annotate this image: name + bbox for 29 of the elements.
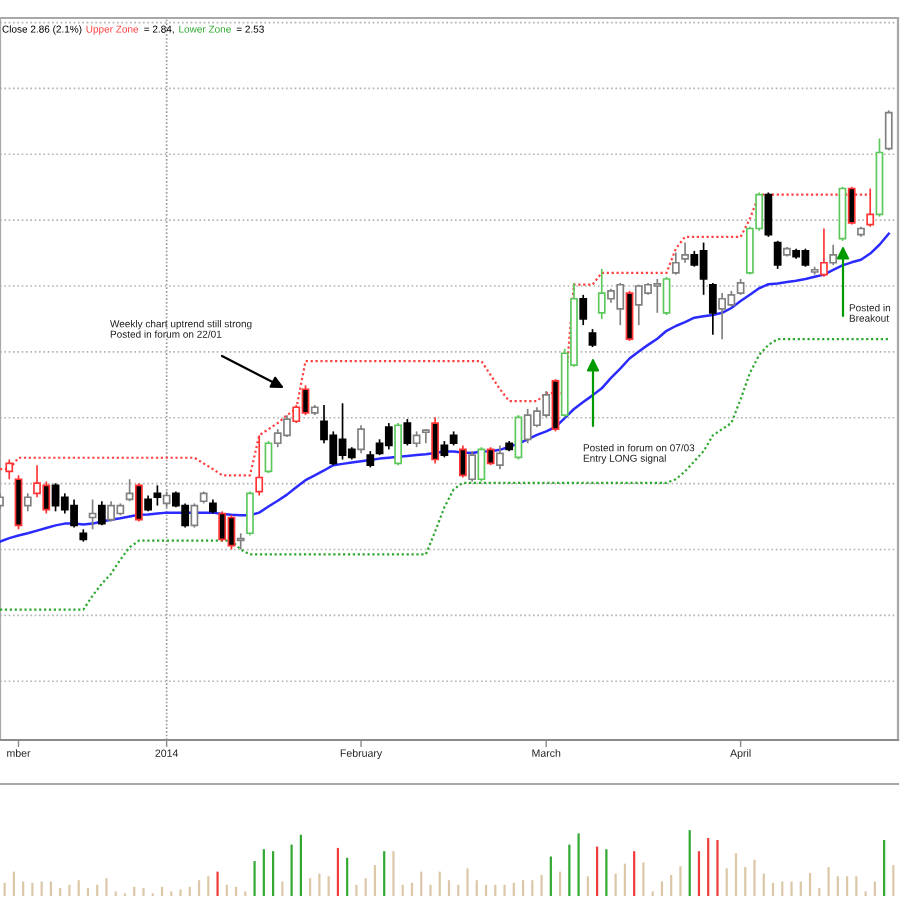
candlestick [23,492,32,513]
candlestick [246,490,254,537]
candlestick [468,450,477,483]
candlestick [847,185,856,226]
candlestick [496,444,504,470]
candlestick [218,510,227,543]
candlestick [403,418,412,447]
candlestick [190,502,199,529]
candlestick [357,424,365,455]
candlestick [486,446,495,467]
candlestick [236,532,245,551]
candlestick [394,422,402,467]
candlestick [125,478,134,503]
candlestick [671,251,680,276]
candlestick [458,444,467,479]
candlestick [431,416,440,465]
candlestick [588,328,597,348]
candlestick [255,434,264,497]
candlestick [773,239,782,270]
candlestick [384,422,393,451]
candlestick [579,293,588,326]
candlestick [884,109,893,152]
candlestick [5,458,14,481]
candlestick [153,484,162,507]
candlestick [708,282,717,336]
candlestick [681,241,689,264]
candlestick [625,290,634,342]
candlestick [97,500,106,527]
candlestick [14,474,23,531]
